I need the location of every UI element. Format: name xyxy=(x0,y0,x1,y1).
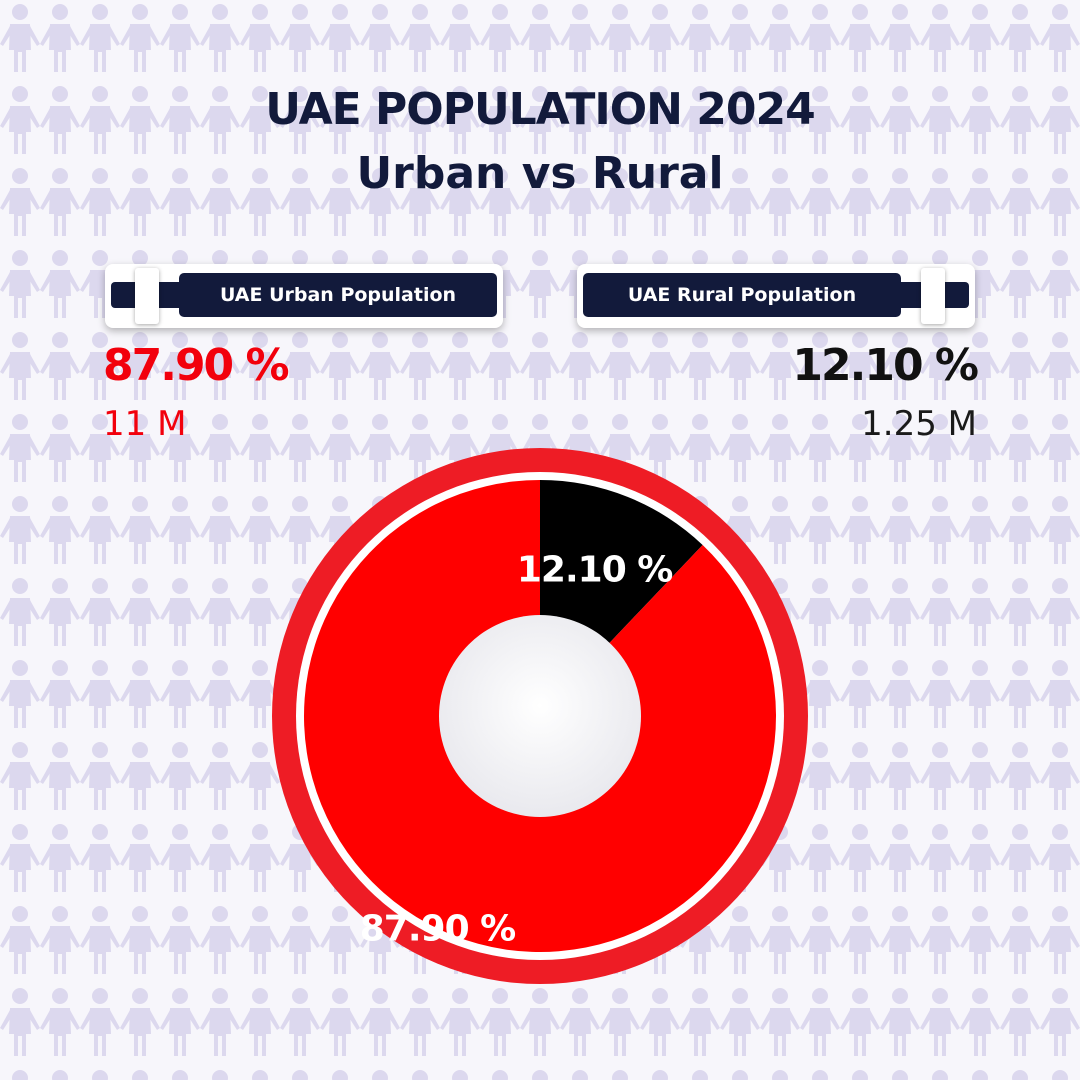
rural-population-badge: UAE Rural Population xyxy=(577,264,975,328)
urban-badge-label: UAE Urban Population xyxy=(179,273,497,317)
page-subtitle: Urban vs Rural xyxy=(356,148,724,199)
urban-badge-knob xyxy=(135,268,159,324)
urban-count: 11 M xyxy=(103,404,187,444)
urban-population-badge: UAE Urban Population xyxy=(105,264,503,328)
urban-percent: 87.90 % xyxy=(103,340,290,391)
page-title: UAE POPULATION 2024 xyxy=(265,84,816,135)
rural-slice-label: 12.10 % xyxy=(517,549,672,590)
rural-badge-knob xyxy=(921,268,945,324)
donut-hole xyxy=(439,615,641,817)
rural-percent: 12.10 % xyxy=(792,340,979,391)
urban-slice-label: 87.90 % xyxy=(360,908,515,949)
rural-count: 1.25 M xyxy=(861,404,977,444)
rural-badge-label: UAE Rural Population xyxy=(583,273,901,317)
